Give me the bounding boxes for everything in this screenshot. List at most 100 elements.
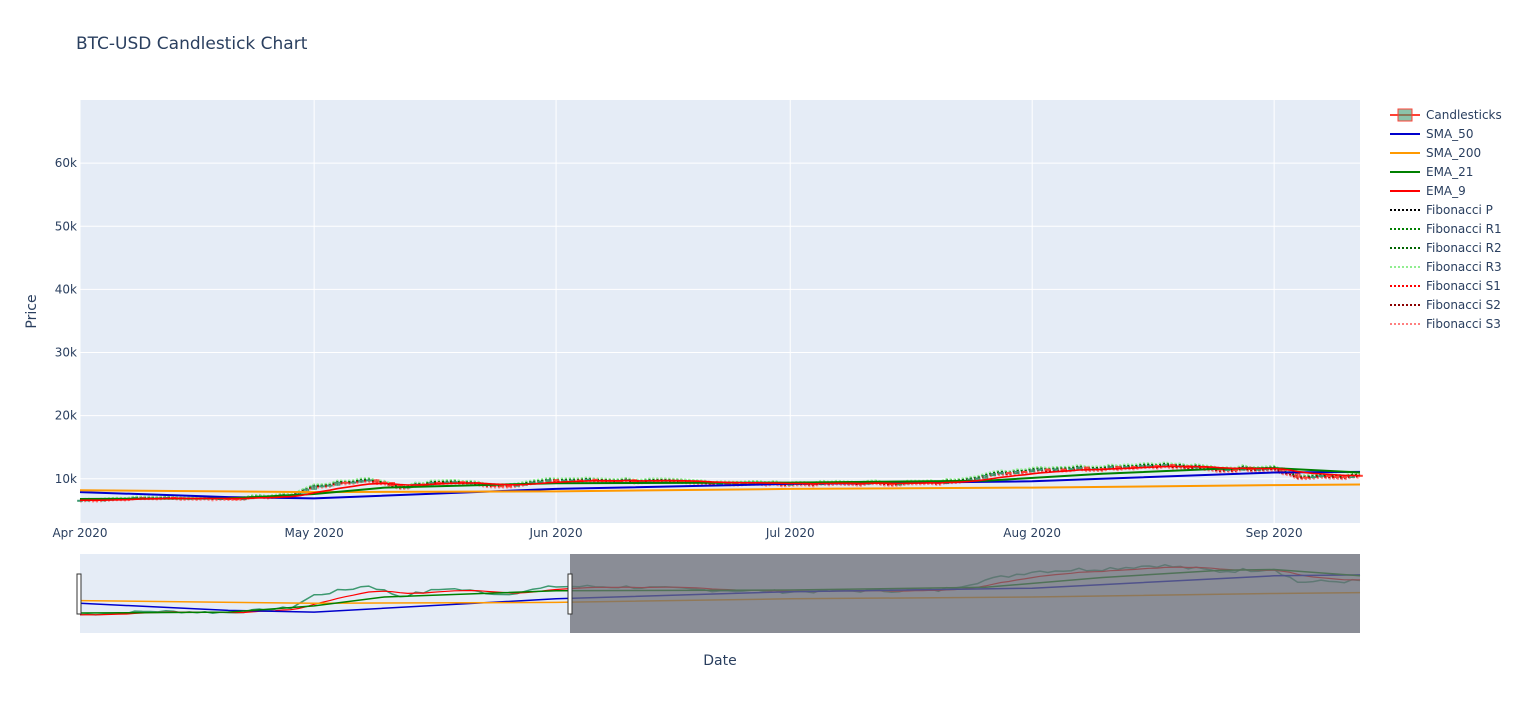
x-tick-label: Jun 2020 bbox=[529, 526, 583, 540]
candle bbox=[1333, 476, 1340, 479]
range-slider-left-handle[interactable] bbox=[76, 573, 82, 615]
candle bbox=[990, 473, 996, 477]
candle bbox=[1005, 472, 1012, 475]
legend-label: Fibonacci S2 bbox=[1426, 297, 1501, 312]
candle bbox=[334, 481, 341, 486]
legend-swatch bbox=[1390, 265, 1420, 268]
legend-swatch bbox=[1390, 303, 1420, 306]
y-tick-label: 30k bbox=[55, 346, 77, 360]
range-slider-mask bbox=[570, 554, 1360, 633]
y-tick-label: 40k bbox=[55, 282, 77, 296]
legend-label: Candlesticks bbox=[1426, 107, 1502, 122]
x-tick-label: May 2020 bbox=[285, 526, 344, 540]
candle bbox=[974, 477, 981, 480]
candle bbox=[553, 479, 559, 482]
legend-swatch bbox=[1390, 284, 1420, 287]
series-ema-9 bbox=[79, 465, 1361, 502]
candle bbox=[1255, 468, 1262, 471]
candle bbox=[537, 480, 544, 483]
candle bbox=[982, 475, 989, 479]
legend-label: SMA_50 bbox=[1426, 126, 1474, 141]
x-tick-label: Aug 2020 bbox=[1003, 526, 1061, 540]
legend-item-fibonacci-s2[interactable]: Fibonacci S2 bbox=[1390, 295, 1502, 314]
legend-swatch bbox=[1390, 246, 1420, 249]
legend-label: EMA_21 bbox=[1426, 164, 1474, 179]
legend-item-sma-200[interactable]: SMA_200 bbox=[1390, 143, 1502, 162]
legend-label: EMA_9 bbox=[1426, 183, 1466, 198]
x-tick-label: Apr 2020 bbox=[52, 526, 107, 540]
legend-swatch bbox=[1390, 132, 1420, 135]
legend-swatch bbox=[1390, 208, 1420, 211]
legend-label: SMA_200 bbox=[1426, 145, 1482, 160]
candle bbox=[1115, 466, 1121, 469]
indicator-lines bbox=[79, 465, 1361, 502]
legend-label: Fibonacci S3 bbox=[1426, 316, 1501, 331]
candle bbox=[1294, 472, 1301, 478]
candle bbox=[1076, 466, 1082, 470]
candle bbox=[1060, 468, 1067, 471]
candle bbox=[1341, 476, 1348, 479]
legend-label: Fibonacci P bbox=[1426, 202, 1493, 217]
legend-label: Fibonacci R2 bbox=[1426, 240, 1502, 255]
candle bbox=[498, 485, 505, 488]
candle bbox=[1029, 469, 1036, 473]
candle bbox=[1044, 468, 1051, 471]
candle bbox=[998, 472, 1004, 475]
candle bbox=[1310, 476, 1316, 479]
candle bbox=[358, 479, 364, 483]
legend-swatch bbox=[1390, 227, 1420, 230]
candle bbox=[350, 481, 356, 484]
legend-label: Fibonacci S1 bbox=[1426, 278, 1501, 293]
range-slider bbox=[76, 554, 1361, 633]
legend-swatch bbox=[1390, 108, 1420, 121]
y-tick-label: 60k bbox=[55, 156, 77, 170]
range-slider-right-handle[interactable] bbox=[567, 573, 573, 615]
candle bbox=[319, 485, 325, 488]
legend-item-candlesticks[interactable]: Candlesticks bbox=[1390, 105, 1502, 124]
legend-swatch bbox=[1390, 322, 1420, 325]
legend-swatch bbox=[1390, 189, 1420, 192]
legend-item-fibonacci-s3[interactable]: Fibonacci S3 bbox=[1390, 314, 1502, 333]
y-axis-title: Price bbox=[24, 294, 40, 328]
candle bbox=[506, 485, 513, 488]
legend-label: Fibonacci R1 bbox=[1426, 221, 1502, 236]
y-tick-label: 20k bbox=[55, 409, 77, 423]
candle bbox=[373, 479, 380, 483]
legend-item-ema-9[interactable]: EMA_9 bbox=[1390, 181, 1502, 200]
candle bbox=[1052, 468, 1059, 471]
candle bbox=[1068, 468, 1075, 471]
legend-swatch bbox=[1390, 170, 1420, 173]
y-tick-label: 10k bbox=[55, 472, 77, 486]
x-tick-label: Jul 2020 bbox=[765, 526, 815, 540]
candle bbox=[1302, 476, 1309, 479]
x-axis-title: Date bbox=[703, 653, 736, 669]
candle bbox=[1084, 466, 1090, 470]
candle bbox=[342, 481, 349, 484]
legend-swatch bbox=[1390, 151, 1420, 154]
legend-item-fibonacci-r2[interactable]: Fibonacci R2 bbox=[1390, 238, 1502, 257]
candle bbox=[545, 479, 552, 482]
plot-background bbox=[80, 100, 1360, 523]
legend-item-fibonacci-r3[interactable]: Fibonacci R3 bbox=[1390, 257, 1502, 276]
candle bbox=[1232, 468, 1238, 471]
x-tick-label: Sep 2020 bbox=[1246, 526, 1303, 540]
candle bbox=[1325, 475, 1332, 478]
legend-item-ema-21[interactable]: EMA_21 bbox=[1390, 162, 1502, 181]
candle bbox=[1013, 470, 1020, 474]
legend: Candlesticks SMA_50 SMA_200 EMA_21 EMA_9 Fibo… bbox=[1390, 105, 1502, 333]
candle bbox=[1037, 468, 1043, 471]
y-tick-label: 50k bbox=[55, 219, 77, 233]
candle bbox=[326, 484, 333, 487]
candle bbox=[311, 485, 317, 490]
legend-label: Fibonacci R3 bbox=[1426, 259, 1502, 274]
legend-item-fibonacci-p[interactable]: Fibonacci P bbox=[1390, 200, 1502, 219]
legend-item-fibonacci-s1[interactable]: Fibonacci S1 bbox=[1390, 276, 1502, 295]
chart-title: BTC-USD Candlestick Chart bbox=[76, 34, 308, 54]
candle bbox=[1318, 475, 1324, 478]
candle bbox=[1021, 470, 1028, 473]
candle bbox=[365, 479, 372, 482]
legend-item-fibonacci-r1[interactable]: Fibonacci R1 bbox=[1390, 219, 1502, 238]
legend-item-sma-50[interactable]: SMA_50 bbox=[1390, 124, 1502, 143]
